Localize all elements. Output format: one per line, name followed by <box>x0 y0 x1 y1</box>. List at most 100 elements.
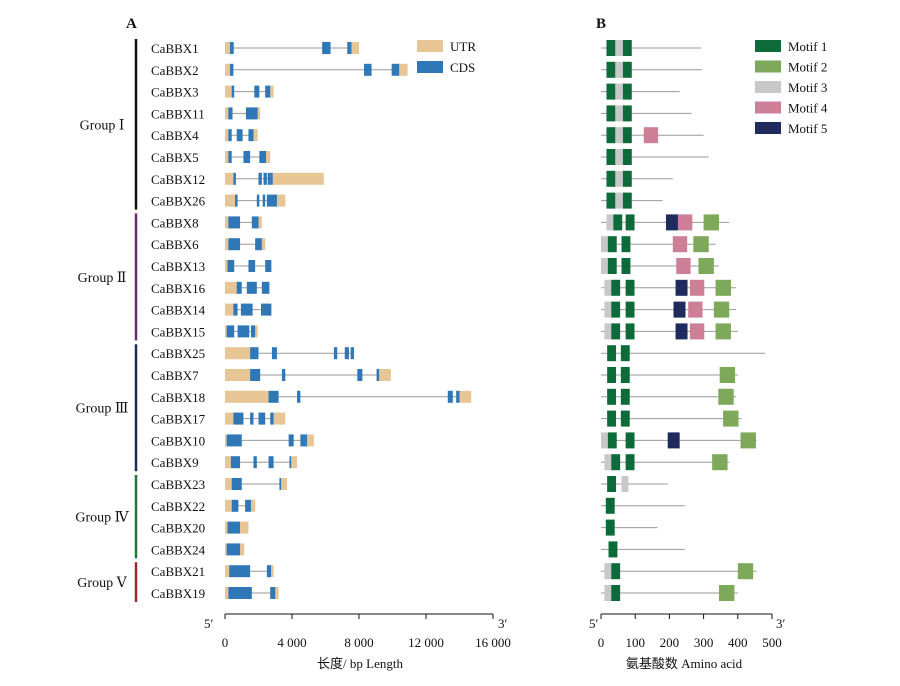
motif4-block <box>677 214 693 231</box>
panel-a-tick-label: 0 <box>222 635 229 650</box>
utr-segment <box>225 390 269 403</box>
gene-name-label: CaBBX26 <box>151 194 206 209</box>
cds-segment <box>258 412 266 425</box>
panel-b-tick-label: 500 <box>762 635 782 650</box>
utr-segment <box>240 521 249 534</box>
motif2-block <box>718 388 734 405</box>
utr-segment <box>225 194 236 207</box>
cds-legend-swatch <box>417 61 443 73</box>
cds-segment <box>456 390 460 403</box>
utr-segment <box>351 42 359 54</box>
motif4-block <box>689 279 705 296</box>
motif1-block <box>611 563 621 580</box>
cds-segment <box>289 456 292 469</box>
motif1-block <box>620 367 630 383</box>
motif3-block <box>621 476 629 492</box>
motif1-block <box>622 61 632 78</box>
motif2-block <box>712 454 728 471</box>
group-brackets: Group Ⅰ Group Ⅱ Group Ⅲ Group Ⅳ Group Ⅴ <box>75 39 138 602</box>
utr-segment <box>225 369 251 381</box>
cds-segment <box>230 456 241 469</box>
cds-segment <box>240 303 253 316</box>
motif1-block <box>611 323 621 340</box>
motif1-block <box>622 192 632 209</box>
panel-b-tick-label: 0 <box>598 635 605 650</box>
cds-segment <box>261 303 272 316</box>
cds-segment <box>268 390 279 403</box>
cds-segment <box>271 347 277 360</box>
utr-segment <box>225 303 234 316</box>
motif1-block <box>611 585 621 601</box>
utr-segment <box>271 260 273 272</box>
gene-name-label: CaBBX6 <box>151 237 199 252</box>
cds-segment <box>270 587 276 599</box>
motif1-block <box>607 258 617 274</box>
cds-segment <box>263 172 267 185</box>
motif3-block <box>604 323 612 340</box>
utr-segment <box>225 129 229 142</box>
motif2-block <box>713 301 730 318</box>
panel-a-three-prime-label: 3′ <box>498 616 508 631</box>
utr-segment <box>225 42 231 54</box>
motif1-block <box>607 432 617 449</box>
motif1-block <box>611 301 621 318</box>
cds-segment <box>228 151 232 163</box>
cds-segment <box>227 521 241 534</box>
motif1-block <box>625 323 635 340</box>
motif5-block <box>673 301 686 318</box>
gene-name-label: CaBBX8 <box>151 215 199 230</box>
panel-b-x-axis-title: 氨基酸数 Amino acid <box>626 656 743 671</box>
cds-segment <box>376 369 380 381</box>
utr-segment <box>399 63 408 76</box>
gene-name-label: CaBBX24 <box>151 542 206 557</box>
gene-name-label: CaBBX4 <box>151 128 199 143</box>
utr-segment <box>225 521 228 534</box>
cds-segment <box>270 172 273 185</box>
utr-segment <box>225 172 234 185</box>
panel-a-x-axis: 5′ 3′ 长度/ bp Length 0 4 000 8 000 12 000 16 … <box>204 613 511 671</box>
panel-b-x-axis: 5′ 3′ 氨基酸数 Amino acid 0 100 200 300 400 500 <box>589 613 786 671</box>
motif3-block <box>604 454 612 471</box>
motif3-block <box>615 105 623 122</box>
cds-legend-label: CDS <box>450 60 475 75</box>
cds-segment <box>344 347 349 360</box>
motif4-block <box>689 323 705 340</box>
cds-segment <box>251 216 259 229</box>
motif1-block <box>611 454 621 471</box>
motif3-block <box>604 585 612 601</box>
utr-segment <box>225 325 227 338</box>
gene-name-label: CaBBX7 <box>151 368 199 383</box>
motif1-block <box>606 149 616 165</box>
motif1-block <box>625 279 635 296</box>
panel-b-letter: B <box>596 16 606 32</box>
motif3-block <box>606 214 614 231</box>
motif1-block <box>607 236 617 253</box>
motif2-block <box>719 367 736 383</box>
utr-segment <box>225 456 231 469</box>
cds-segment <box>236 129 243 142</box>
panel-b-legend: Motif 1 Motif 2 Motif 3 Motif 4 Motif 5 <box>755 39 828 136</box>
cds-segment <box>233 303 238 316</box>
utr-segment <box>225 281 237 294</box>
gene-name-label: CaBBX3 <box>151 85 199 100</box>
utr-segment <box>225 238 229 251</box>
cds-segment <box>226 434 242 447</box>
cds-segment <box>228 587 252 599</box>
group-label: Group Ⅱ <box>78 271 127 286</box>
motif1-block <box>607 367 617 383</box>
cds-segment <box>265 260 272 272</box>
panel-a-x-axis-title: 长度/ bp Length <box>317 656 403 671</box>
utr-segment <box>225 216 229 229</box>
cds-segment <box>262 194 266 207</box>
cds-segment <box>281 369 286 381</box>
motif1-legend-label: Motif 1 <box>788 39 827 54</box>
cds-segment <box>228 107 233 120</box>
motif3-block <box>615 192 623 209</box>
motif2-block <box>718 585 735 601</box>
utr-segment <box>266 151 271 163</box>
cds-segment <box>258 172 262 185</box>
motif3-block <box>615 127 623 144</box>
cds-segment <box>227 260 235 272</box>
utr-segment <box>225 107 229 120</box>
